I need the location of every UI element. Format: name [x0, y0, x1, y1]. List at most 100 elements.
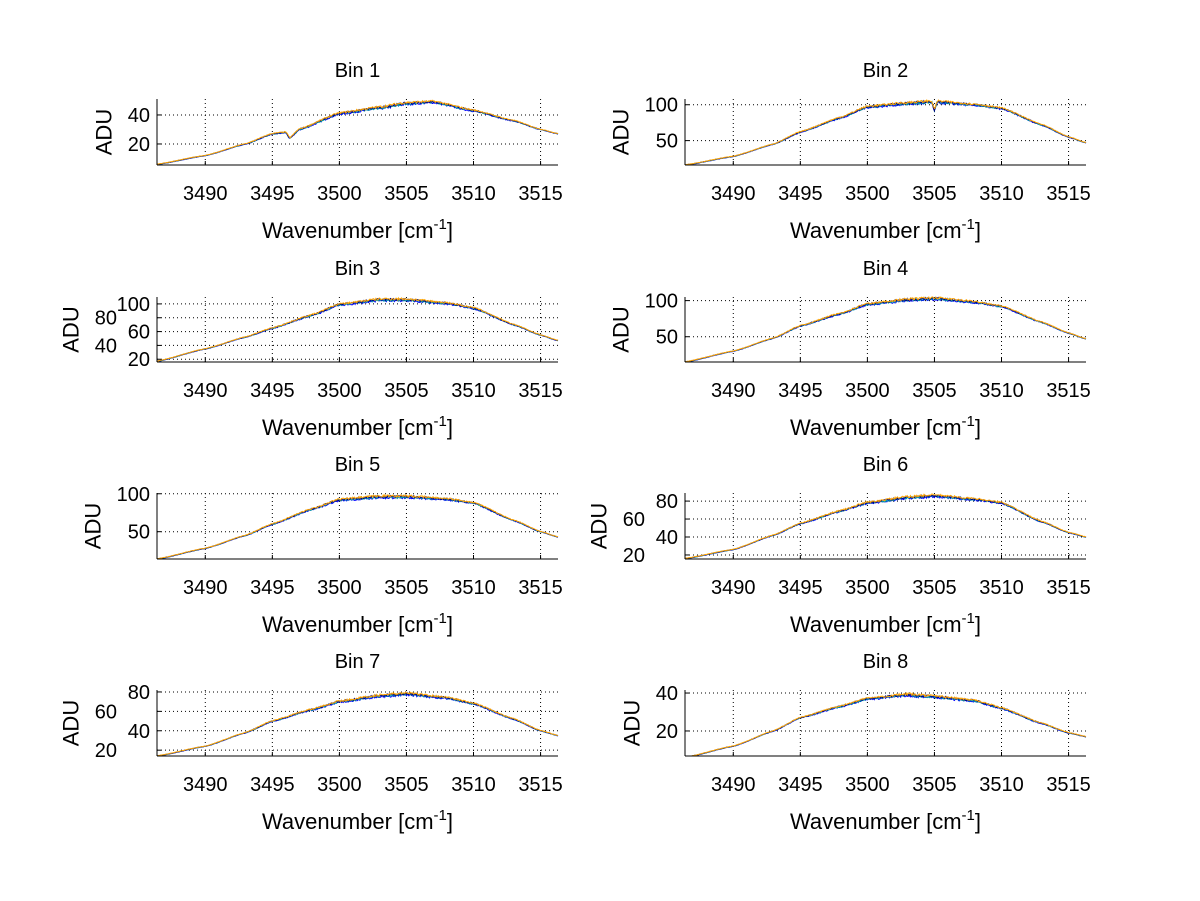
y-tick-label: 20	[95, 740, 117, 762]
subplot-bin-7: 3490 3495 3500 3505 3510 3515 20 40 60 80 Bin 7 Wav…	[59, 651, 563, 834]
y-axis-label: ADU	[59, 306, 84, 352]
series-line-2	[156, 494, 559, 560]
x-tick-label: 3500	[317, 774, 362, 796]
x-tick-label: 3515	[518, 380, 563, 402]
x-tick-label: 3495	[778, 183, 823, 205]
x-tick-label: 3505	[912, 774, 957, 796]
x-tick-label: 3515	[1046, 183, 1091, 205]
x-tick-label: 3500	[845, 577, 890, 599]
x-axis-label: Wavenumber [cm-1]	[790, 610, 981, 637]
x-axis-label: Wavenumber [cm-1]	[790, 807, 981, 834]
y-tick-label: 100	[117, 294, 150, 316]
series-line-3	[684, 494, 1087, 559]
x-tick-label: 3495	[250, 380, 295, 402]
x-tick-label: 3505	[384, 577, 429, 599]
series-line-1	[157, 495, 559, 560]
x-tick-label: 3505	[912, 380, 957, 402]
y-tick-label: 40	[656, 683, 678, 705]
x-tick-label: 3490	[711, 380, 756, 402]
subplot-title: Bin 8	[863, 651, 909, 673]
series-line-3	[685, 692, 1087, 757]
series-line-1	[685, 297, 1087, 363]
x-tick-label: 3510	[979, 577, 1024, 599]
y-tick-label: 20	[656, 721, 678, 743]
x-tick-label: 3515	[1046, 380, 1091, 402]
series-line-4	[156, 691, 559, 757]
y-tick-label: 100	[117, 484, 150, 506]
y-tick-label: 80	[95, 308, 117, 330]
x-tick-label: 3505	[384, 380, 429, 402]
x-tick-label: 3510	[451, 577, 496, 599]
y-axis-label: ADU	[80, 503, 105, 549]
x-tick-label: 3510	[451, 774, 496, 796]
series-line-2	[685, 693, 1087, 757]
series-line-3	[156, 691, 559, 757]
y-tick-label: 50	[128, 522, 150, 544]
series-line-3	[684, 296, 1087, 363]
x-axis-label: Wavenumber [cm-1]	[790, 413, 981, 440]
x-tick-label: 3500	[845, 380, 890, 402]
series-line-1	[157, 298, 559, 362]
y-tick-label: 20	[128, 349, 150, 371]
y-tick-label: 50	[656, 131, 678, 153]
x-tick-label: 3495	[250, 183, 295, 205]
y-axis-label: ADU	[608, 109, 633, 155]
x-tick-label: 3495	[778, 380, 823, 402]
y-tick-label: 20	[128, 134, 150, 156]
y-axis-label: ADU	[59, 700, 84, 746]
y-tick-label: 40	[656, 527, 678, 549]
series-line-2	[685, 100, 1087, 166]
series-line-4	[684, 296, 1087, 363]
x-tick-label: 3500	[317, 577, 362, 599]
subplot-bin-4: 3490 3495 3500 3505 3510 3515 50 100 Bin 4 Wavenu…	[608, 258, 1090, 440]
y-tick-label: 50	[656, 327, 678, 349]
y-tick-label: 40	[95, 335, 117, 357]
x-axis-label: Wavenumber [cm-1]	[262, 610, 453, 637]
x-tick-label: 3500	[845, 774, 890, 796]
x-axis-label: Wavenumber [cm-1]	[790, 216, 981, 243]
x-tick-label: 3500	[845, 183, 890, 205]
x-tick-label: 3510	[451, 183, 496, 205]
y-tick-label: 80	[656, 491, 678, 513]
subplot-title: Bin 2	[863, 60, 909, 82]
series-line-3	[156, 494, 558, 560]
subplot-title: Bin 5	[335, 454, 381, 476]
series-line-4	[156, 296, 559, 362]
series-line-1	[157, 692, 559, 757]
x-tick-label: 3515	[1046, 774, 1091, 796]
x-tick-label: 3505	[912, 183, 957, 205]
x-tick-label: 3510	[979, 380, 1024, 402]
series-line-4	[156, 493, 559, 560]
x-tick-label: 3495	[250, 774, 295, 796]
subplot-bin-2: 3490 3495 3500 3505 3510 3515 50 100 Bin 2 Wavenu…	[608, 60, 1090, 243]
series-line-2	[685, 494, 1087, 560]
y-tick-label: 100	[645, 291, 678, 313]
x-tick-label: 3490	[711, 577, 756, 599]
x-tick-label: 3490	[183, 577, 228, 599]
x-tick-label: 3510	[979, 183, 1024, 205]
subplot-title: Bin 7	[335, 651, 381, 673]
series-line-4	[685, 691, 1086, 757]
x-tick-label: 3495	[250, 577, 295, 599]
x-tick-label: 3510	[451, 380, 496, 402]
x-tick-label: 3495	[778, 774, 823, 796]
y-tick-label: 60	[128, 322, 150, 344]
x-tick-label: 3490	[711, 183, 756, 205]
series-line-4	[684, 493, 1087, 559]
y-tick-label: 60	[623, 509, 645, 531]
x-tick-label: 3505	[912, 577, 957, 599]
subplot-title: Bin 6	[863, 454, 909, 476]
x-tick-label: 3500	[317, 183, 362, 205]
x-tick-label: 3515	[518, 774, 563, 796]
x-tick-label: 3500	[317, 380, 362, 402]
series-line-1	[685, 694, 1086, 757]
y-axis-label: ADU	[587, 503, 612, 549]
y-axis-label: ADU	[92, 109, 117, 155]
subplot-bin-6: 3490 3495 3500 3505 3510 3515 20 40 60 80 Bin 6 Wav…	[587, 454, 1091, 637]
series-line-1	[685, 100, 1087, 166]
x-tick-label: 3515	[518, 577, 563, 599]
y-axis-label: ADU	[620, 700, 645, 746]
x-axis-label: Wavenumber [cm-1]	[262, 413, 453, 440]
